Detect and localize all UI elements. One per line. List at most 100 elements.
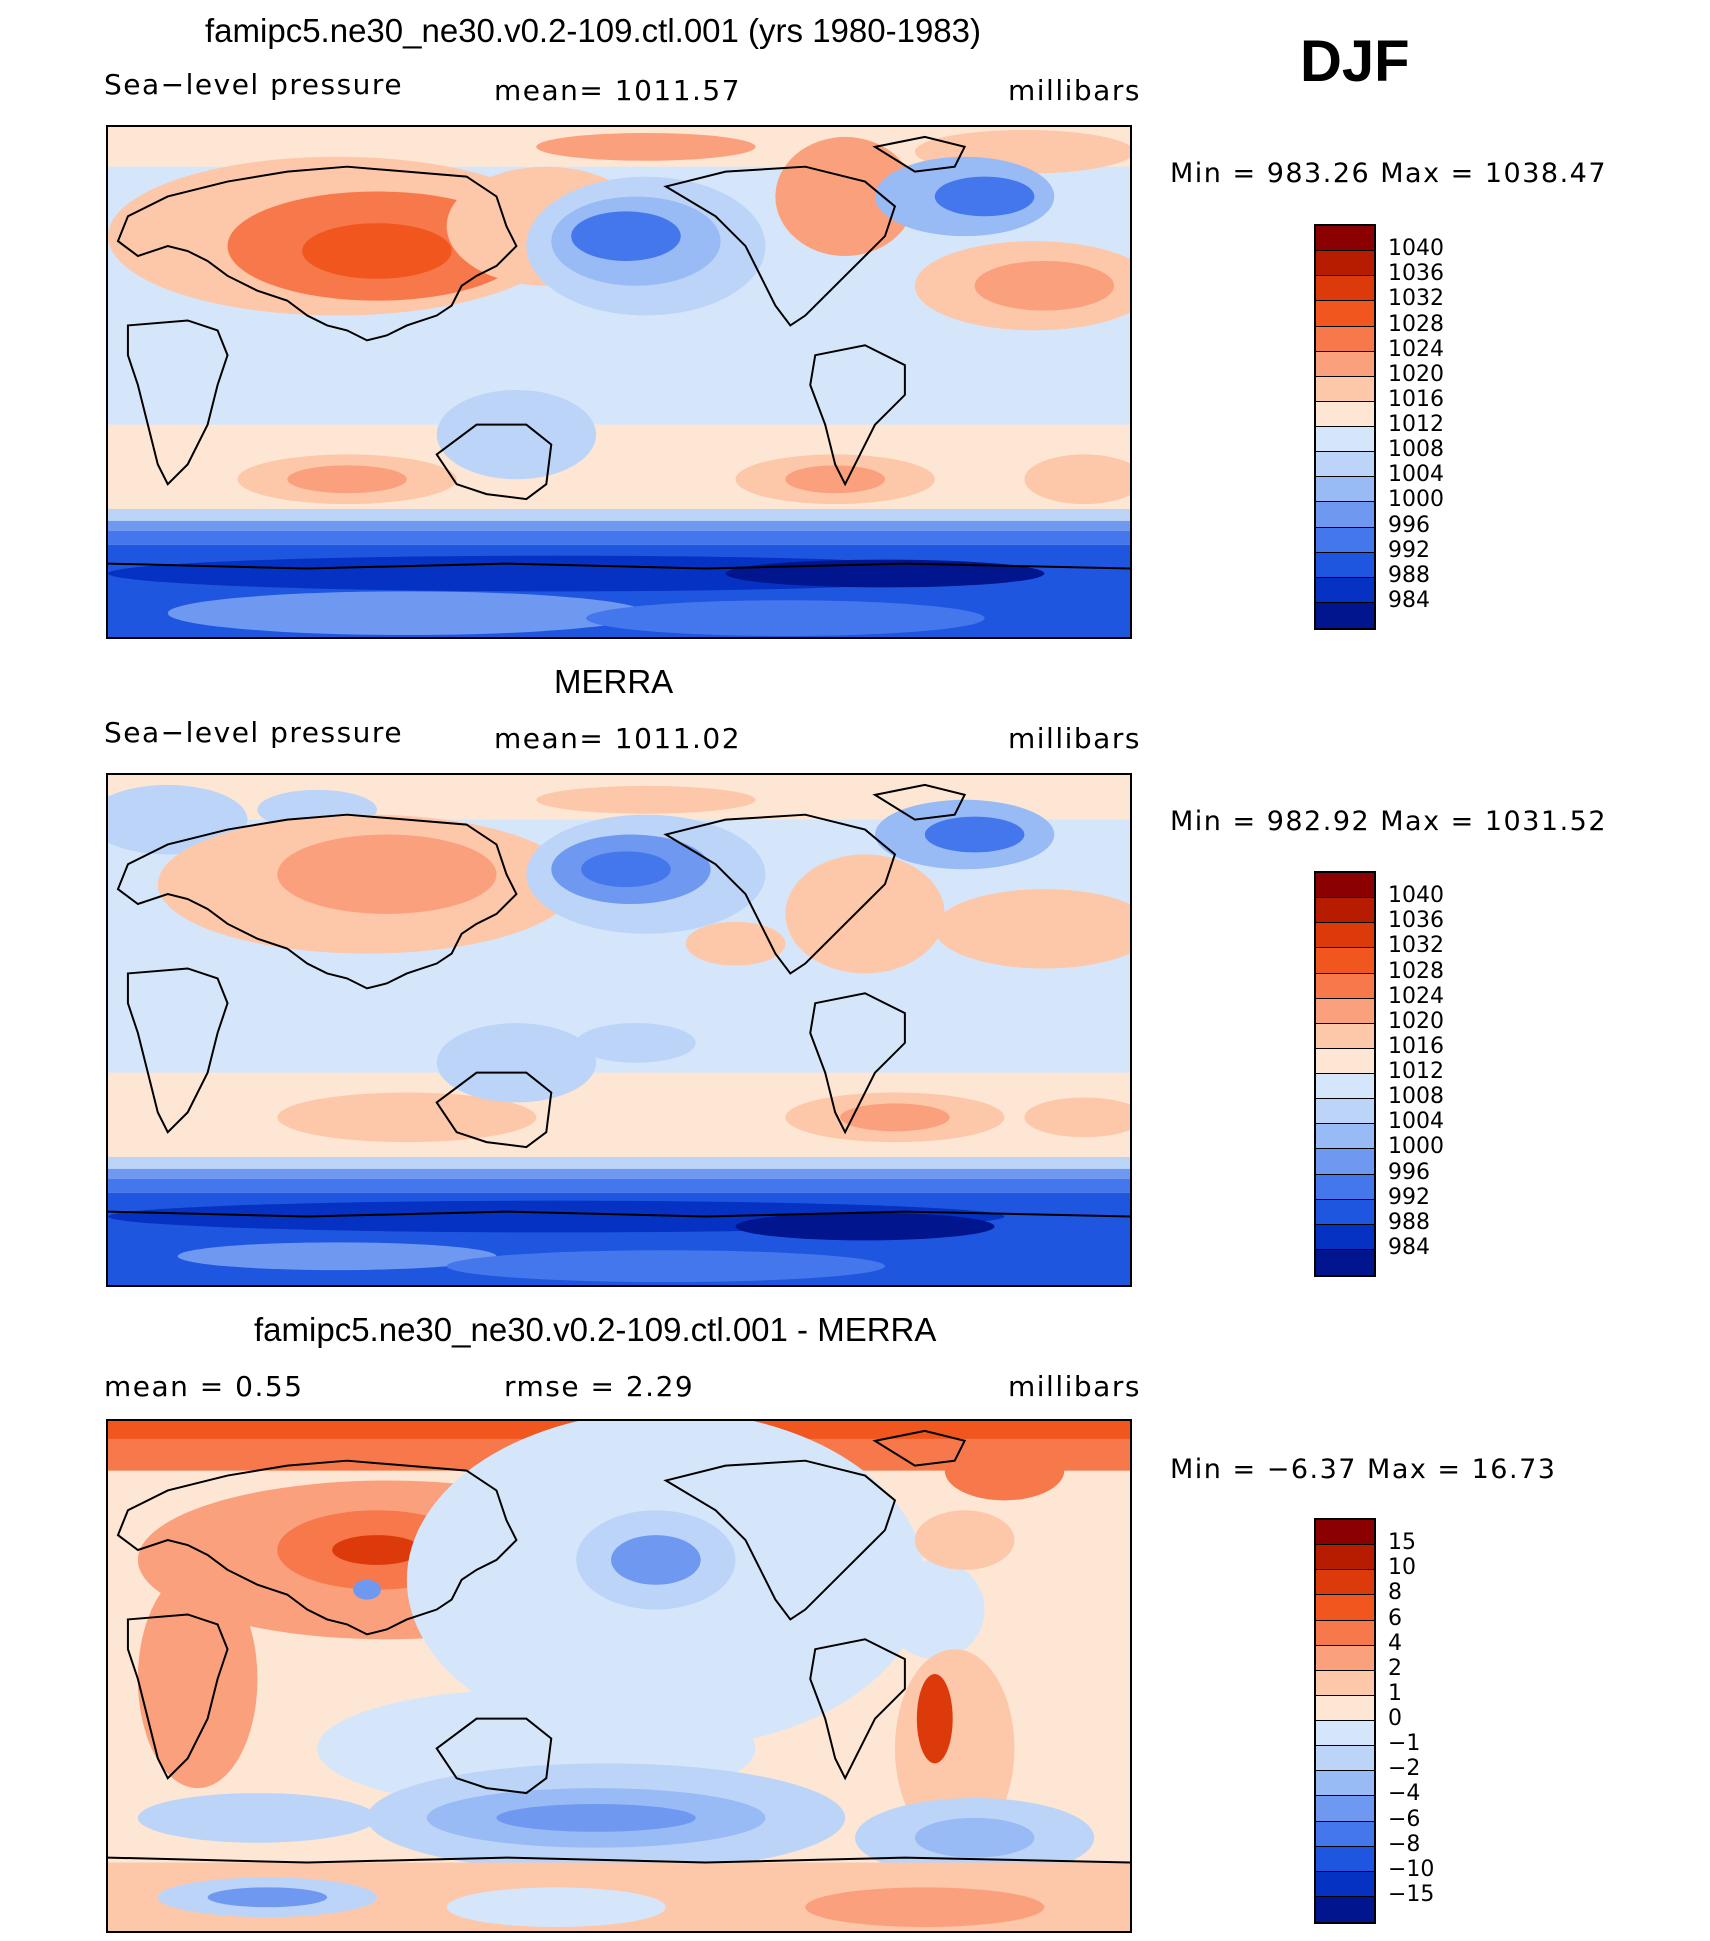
colorbar-level-label: 1 [1388,1680,1402,1706]
contour-region [108,1157,1130,1169]
panel3-mean-label: mean = 0.55 [104,1370,304,1403]
contour-region [108,1168,1130,1179]
contour-filled-regions [108,1421,1130,1931]
colorbar-level-label: 988 [1388,1209,1430,1235]
panel1-variable-label: Sea−level pressure [104,68,404,101]
colorbar-level-label: 1016 [1388,386,1444,412]
colorbar-level-label: 2 [1388,1655,1402,1681]
colorbar-level-label: 1032 [1388,933,1444,959]
colorbar-swatch [1316,1896,1374,1922]
coastline-path [872,135,967,173]
colorbar-level-label: 1040 [1388,883,1444,909]
contour-region [581,851,671,888]
coastline-path [116,1459,518,1636]
colorbar-level-label: 6 [1388,1605,1402,1631]
colorbar-swatch [1316,1721,1374,1747]
panel1-minmax: Min = 983.26 Max = 1038.47 [1170,158,1608,189]
coastline-path [663,1459,897,1621]
coastlines [108,135,1130,570]
contour-region [1024,454,1130,505]
contour-region [611,1535,701,1585]
colorbar-swatch [1316,502,1374,528]
colorbar-swatch [1316,301,1374,327]
panel2-title: MERRA [554,663,674,700]
colorbar-swatch [1316,326,1374,352]
colorbar-level-label: 1040 [1388,236,1444,262]
colorbar-level-label: 1016 [1388,1033,1444,1059]
colorbar-swatch [1316,898,1374,924]
colorbar-level-label: 992 [1388,537,1430,563]
contour-region [914,1510,1015,1570]
colorbar-level-label: 15 [1388,1530,1416,1556]
contour-region [571,211,681,261]
colorbar-level-label: 996 [1388,512,1430,538]
contour-region [353,1579,381,1600]
panel1-colorbar [1314,224,1376,630]
panel3-colorbar [1314,1518,1376,1924]
colorbar-swatch [1316,1174,1374,1200]
colorbar-level-label: 1004 [1388,462,1444,488]
panel1-mean-label: mean= 1011.57 [494,74,742,107]
contour-region [496,1803,696,1832]
colorbar-swatch [1316,873,1374,899]
contour-region [167,591,646,636]
colorbar-level-label: 10 [1388,1555,1416,1581]
colorbar-swatch [1316,1570,1374,1596]
panel2-map [106,773,1132,1287]
colorbar-swatch [1316,1871,1374,1897]
contour-region [735,1212,995,1241]
contour-region [177,1242,497,1271]
season-label: DJF [1300,29,1410,94]
coastline-path [126,319,229,486]
coastline-path [116,165,518,342]
colorbar-level-label: −6 [1388,1806,1421,1832]
contour-region [785,854,945,974]
colorbar-swatch [1316,602,1374,628]
colorbar-swatch [1316,226,1374,252]
panel3-units-label: millibars [1008,1370,1141,1403]
colorbar-swatch [1316,577,1374,603]
colorbar-swatch [1316,1771,1374,1797]
coastline-path [809,992,906,1135]
colorbar-level-label: 1036 [1388,908,1444,934]
colorbar-swatch [1316,1149,1374,1175]
coastline-path [126,967,229,1134]
contour-region [924,816,1025,853]
colorbar-swatch [1316,1645,1374,1671]
coastline-path [435,1717,553,1795]
panel3-rmse-label: rmse = 2.29 [504,1370,695,1403]
colorbar-level-label: −2 [1388,1756,1421,1782]
colorbar-level-label: −10 [1388,1856,1435,1882]
contour-region [137,1793,377,1843]
colorbar-level-label: 1008 [1388,1084,1444,1110]
colorbar-swatch [1316,351,1374,377]
coastline-path [663,165,897,327]
contour-field [108,1421,1130,1931]
colorbar-swatch [1316,1048,1374,1074]
colorbar-level-label: 996 [1388,1159,1430,1185]
colorbar-swatch [1316,427,1374,453]
contour-region [108,530,1130,545]
contour-region [436,389,597,480]
contour-region [586,600,985,637]
coastlines [108,1429,1130,1864]
colorbar-level-label: 0 [1388,1706,1402,1731]
contour-field [108,127,1130,637]
contour-region [446,1887,666,1928]
contour-region [108,1178,1130,1193]
colorbar-level-label: 4 [1388,1630,1402,1656]
colorbar-swatch [1316,376,1374,402]
colorbar-level-label: −15 [1388,1881,1435,1907]
colorbar-swatch [1316,1124,1374,1150]
colorbar-level-label: 1032 [1388,286,1444,312]
contour-region [805,1887,1045,1928]
contour-region [536,132,756,161]
contour-region [536,785,756,814]
colorbar-swatch [1316,1199,1374,1225]
colorbar-swatch [1316,948,1374,974]
contour-region [785,465,885,494]
contour-region [934,176,1035,217]
colorbar-swatch [1316,923,1374,949]
contour-region [944,1440,1065,1501]
coastline-path [872,1429,967,1467]
